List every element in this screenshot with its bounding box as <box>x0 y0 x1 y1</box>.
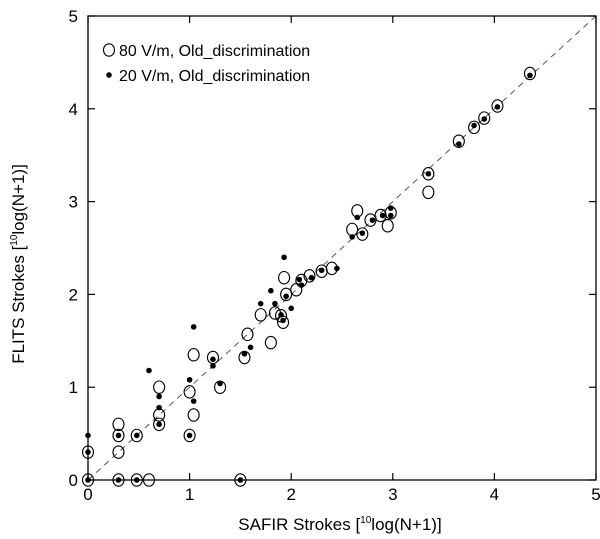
data-point-filled <box>494 104 501 110</box>
y-tick-label: 0 <box>69 471 78 490</box>
data-point-filled <box>186 432 193 439</box>
data-point-filled <box>272 300 278 307</box>
data-point-filled <box>425 170 432 177</box>
data-point-filled <box>257 300 264 307</box>
x-tick-label: 1 <box>185 485 194 504</box>
data-point-open <box>346 222 359 237</box>
data-point-open <box>491 99 504 113</box>
data-point-open <box>303 269 316 283</box>
data-point-filled <box>247 344 254 351</box>
y-axis-title: FLITS Strokes [10log(N+1)] <box>9 164 28 364</box>
data-point-filled <box>281 254 287 261</box>
x-tick-label: 4 <box>490 485 499 504</box>
data-point-filled <box>156 393 162 400</box>
y-tick-label: 1 <box>69 378 78 397</box>
data-point-open <box>280 287 293 302</box>
data-point-open <box>112 445 125 459</box>
data-point-open <box>254 308 267 322</box>
data-point-filled <box>190 324 197 330</box>
data-point-open <box>112 417 125 432</box>
data-point-open <box>153 417 166 432</box>
data-point-filled <box>268 287 274 294</box>
plot-frame <box>87 15 597 481</box>
data-point-filled <box>334 265 340 272</box>
data-point-filled <box>354 214 361 221</box>
x-tick-label: 2 <box>286 485 295 504</box>
data-point-open <box>356 227 369 241</box>
data-point-filled <box>349 234 355 240</box>
data-point-open <box>381 218 394 233</box>
data-point-filled <box>156 421 162 428</box>
data-point-filled <box>115 432 122 439</box>
data-point-filled <box>296 276 303 283</box>
data-point-filled <box>527 72 533 79</box>
chart-legend: 80 V/m, Old_discrimination 20 V/m, Old_di… <box>102 43 310 85</box>
data-point-filled <box>379 212 386 219</box>
data-point-open <box>112 428 125 443</box>
data-point-open <box>452 134 465 149</box>
data-point-filled <box>369 217 376 223</box>
data-point-filled <box>217 380 223 387</box>
y-tick-label: 5 <box>69 7 78 26</box>
data-point-open <box>478 111 491 125</box>
data-point-filled <box>298 282 305 288</box>
data-point-filled <box>387 205 394 211</box>
data-point-filled <box>308 274 315 281</box>
data-point-filled <box>471 122 477 129</box>
chart-marks <box>81 15 597 487</box>
data-point-open <box>183 428 196 443</box>
data-point-open <box>468 120 481 135</box>
data-point-filled <box>359 230 366 236</box>
data-point-open <box>130 428 143 443</box>
data-point-filled <box>133 432 140 439</box>
data-point-filled <box>283 293 289 300</box>
data-point-filled <box>210 363 216 369</box>
data-point-filled <box>387 212 394 219</box>
data-point-open <box>183 385 196 399</box>
data-point-open <box>364 213 377 227</box>
data-point-filled <box>146 367 152 374</box>
y-tick-label: 3 <box>69 193 78 212</box>
data-point-filled <box>156 404 162 411</box>
x-tick-label: 0 <box>83 485 92 504</box>
data-point-open <box>422 185 435 200</box>
data-point-filled <box>318 267 325 274</box>
data-point-filled <box>190 398 197 404</box>
data-point-filled <box>278 312 284 318</box>
data-point-filled <box>456 141 462 147</box>
data-point-open <box>153 380 166 394</box>
y-tick-label: 4 <box>69 100 78 119</box>
data-point-open <box>278 270 291 285</box>
data-point-filled <box>288 305 295 312</box>
x-tick-label: 3 <box>388 485 397 504</box>
legend-label-2: 20 V/m, Old_discrimination <box>119 68 310 85</box>
data-point-filled <box>241 350 248 357</box>
data-point-open <box>187 408 200 422</box>
reference-line <box>87 15 597 481</box>
data-point-open <box>422 167 435 181</box>
data-point-filled <box>481 116 488 122</box>
x-tick-label: 5 <box>591 485 600 504</box>
data-point-open <box>187 347 200 362</box>
legend-marker-2 <box>106 72 112 78</box>
legend-label-1: 80 V/m, Old_discrimination <box>119 43 310 60</box>
x-axis-title: SAFIR Strokes [10log(N+1)] <box>238 515 441 534</box>
data-point-open <box>241 327 254 342</box>
data-point-filled <box>186 376 193 383</box>
data-point-open <box>264 335 277 350</box>
data-point-filled <box>210 356 216 363</box>
y-tick-label: 2 <box>69 285 78 304</box>
series-2 <box>85 72 533 483</box>
legend-marker-1 <box>102 43 116 57</box>
data-point-filled <box>280 317 286 324</box>
data-point-open <box>523 66 537 81</box>
data-point-open <box>153 408 166 422</box>
